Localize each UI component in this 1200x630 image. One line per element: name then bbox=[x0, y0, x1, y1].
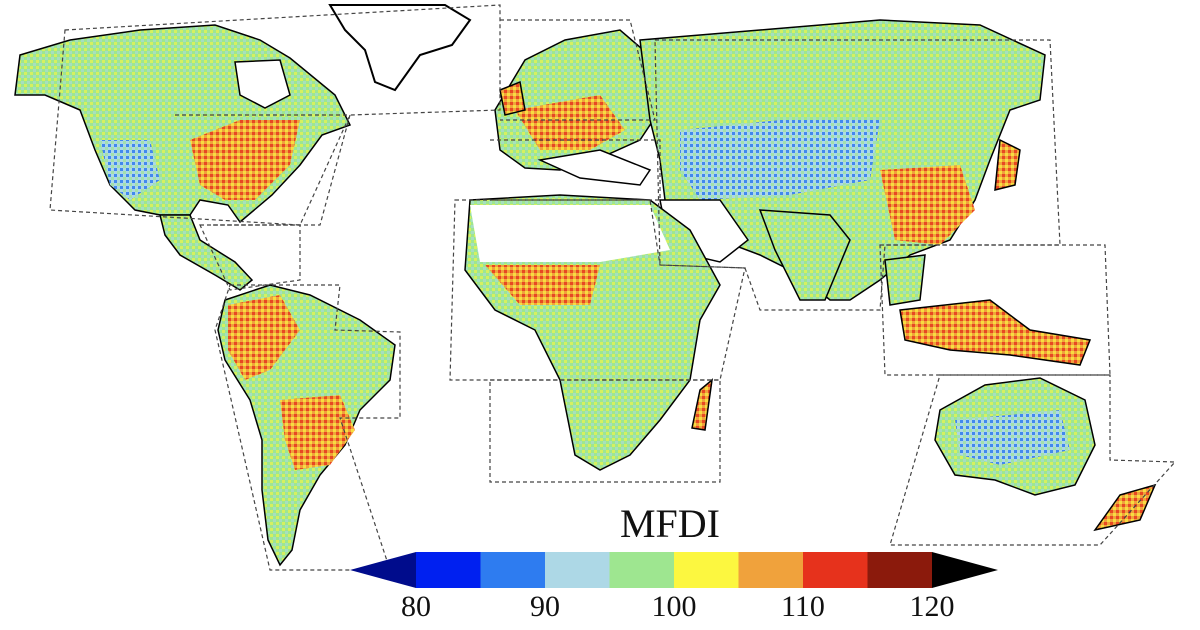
colorbar-tick-label: 90 bbox=[530, 590, 560, 623]
north-america bbox=[14, 24, 352, 224]
north-america-west-cool bbox=[100, 140, 160, 200]
colorbar-tick-label: 100 bbox=[651, 590, 697, 623]
india bbox=[758, 209, 851, 301]
colorbar-bin bbox=[416, 552, 481, 588]
africa bbox=[464, 194, 721, 471]
hudson-bay bbox=[234, 59, 291, 109]
japan bbox=[994, 138, 1021, 191]
mediterranean bbox=[537, 149, 652, 186]
colorbar-tick-label: 80 bbox=[401, 590, 431, 623]
british-isles bbox=[499, 80, 526, 116]
central-america bbox=[159, 214, 254, 291]
colorbar-bin bbox=[867, 552, 932, 588]
north-america-east-hotspot bbox=[190, 120, 300, 200]
sahara bbox=[470, 205, 670, 262]
colorbar bbox=[350, 552, 998, 588]
colorbar-bin bbox=[480, 552, 545, 588]
africa-hotspot bbox=[485, 265, 600, 305]
east-asia-hotspot bbox=[880, 165, 975, 245]
colorbar-bin bbox=[674, 552, 739, 588]
central-asia-cool bbox=[680, 120, 880, 200]
colorbar-tick-label: 110 bbox=[781, 590, 825, 623]
colorbar-tick-label: 120 bbox=[909, 590, 955, 623]
new-zealand bbox=[1093, 483, 1157, 532]
colorbar-bin bbox=[350, 552, 416, 588]
south-america-south-hotspot bbox=[280, 395, 355, 470]
colorbar-bin bbox=[738, 552, 803, 588]
colorbar-bin bbox=[803, 552, 868, 588]
indonesia bbox=[899, 299, 1092, 366]
legend-title: MFDI bbox=[619, 501, 721, 546]
southeast-asia bbox=[884, 254, 926, 306]
greenland bbox=[328, 4, 472, 92]
australia-cool bbox=[955, 410, 1070, 465]
south-america-north-hotspot bbox=[228, 295, 300, 380]
colorbar-bin bbox=[545, 552, 610, 588]
europe-central-hotspot bbox=[515, 95, 625, 150]
region-boundaries bbox=[49, 4, 1177, 571]
colorbar-bin bbox=[932, 552, 998, 588]
madagascar bbox=[691, 378, 714, 431]
colorbar-bin bbox=[609, 552, 674, 588]
